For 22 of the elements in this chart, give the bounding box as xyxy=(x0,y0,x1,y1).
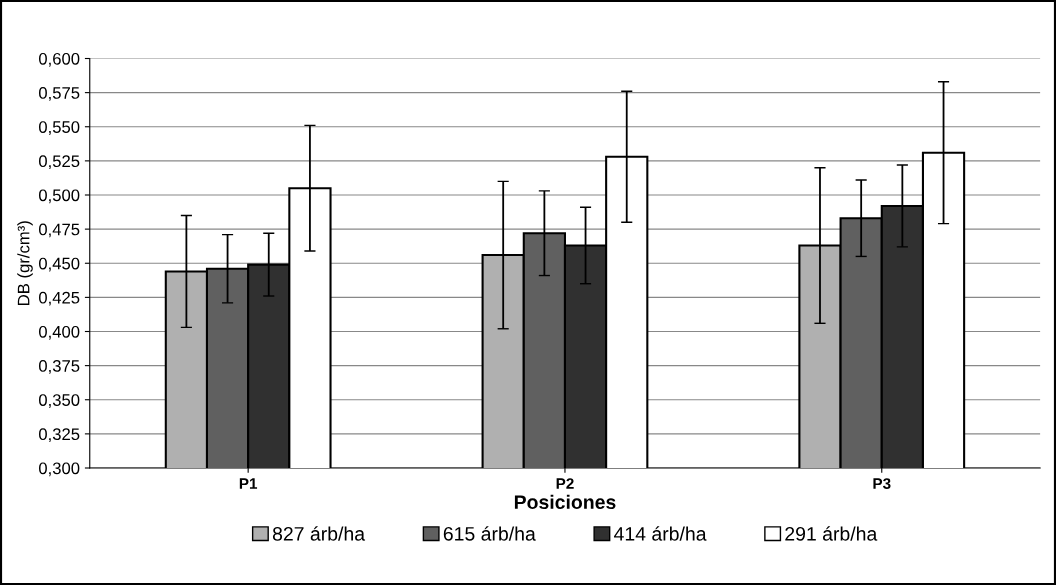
y-tick-label: 0,575 xyxy=(38,87,80,101)
legend-label: 615 árb/ha xyxy=(443,526,536,541)
y-axis-title: DB (gr/cm³) xyxy=(17,221,33,305)
y-tick-label: 0,475 xyxy=(38,223,80,238)
legend-label: 414 árb/ha xyxy=(614,526,707,541)
y-tick-label: 0,500 xyxy=(38,189,80,204)
x-tick-label: P1 xyxy=(239,478,258,489)
y-tick-label: 0,450 xyxy=(38,257,80,272)
legend-label: 827 árb/ha xyxy=(272,526,366,541)
y-tick-label: 0,350 xyxy=(38,394,80,408)
y-tick-label: 0,325 xyxy=(38,428,80,443)
y-tick-label: 0,400 xyxy=(38,325,80,340)
x-tick-label: P2 xyxy=(556,478,574,489)
y-tick-label: 0,300 xyxy=(38,462,80,477)
legend-label: 291 árb/ha xyxy=(785,526,878,541)
y-tick-label: 0,375 xyxy=(38,360,80,374)
y-tick-label: 0,600 xyxy=(38,52,80,67)
y-tick-label: 0,525 xyxy=(38,155,80,170)
y-tick-label: 0,425 xyxy=(38,291,80,306)
y-tick-label: 0,550 xyxy=(38,121,80,135)
x-axis-title: Posiciones xyxy=(514,494,616,510)
x-tick-label: P3 xyxy=(873,478,891,489)
